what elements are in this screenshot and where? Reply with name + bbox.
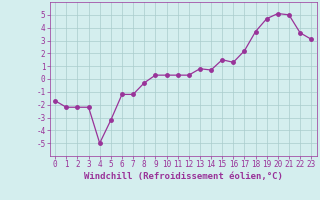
X-axis label: Windchill (Refroidissement éolien,°C): Windchill (Refroidissement éolien,°C)	[84, 172, 283, 181]
